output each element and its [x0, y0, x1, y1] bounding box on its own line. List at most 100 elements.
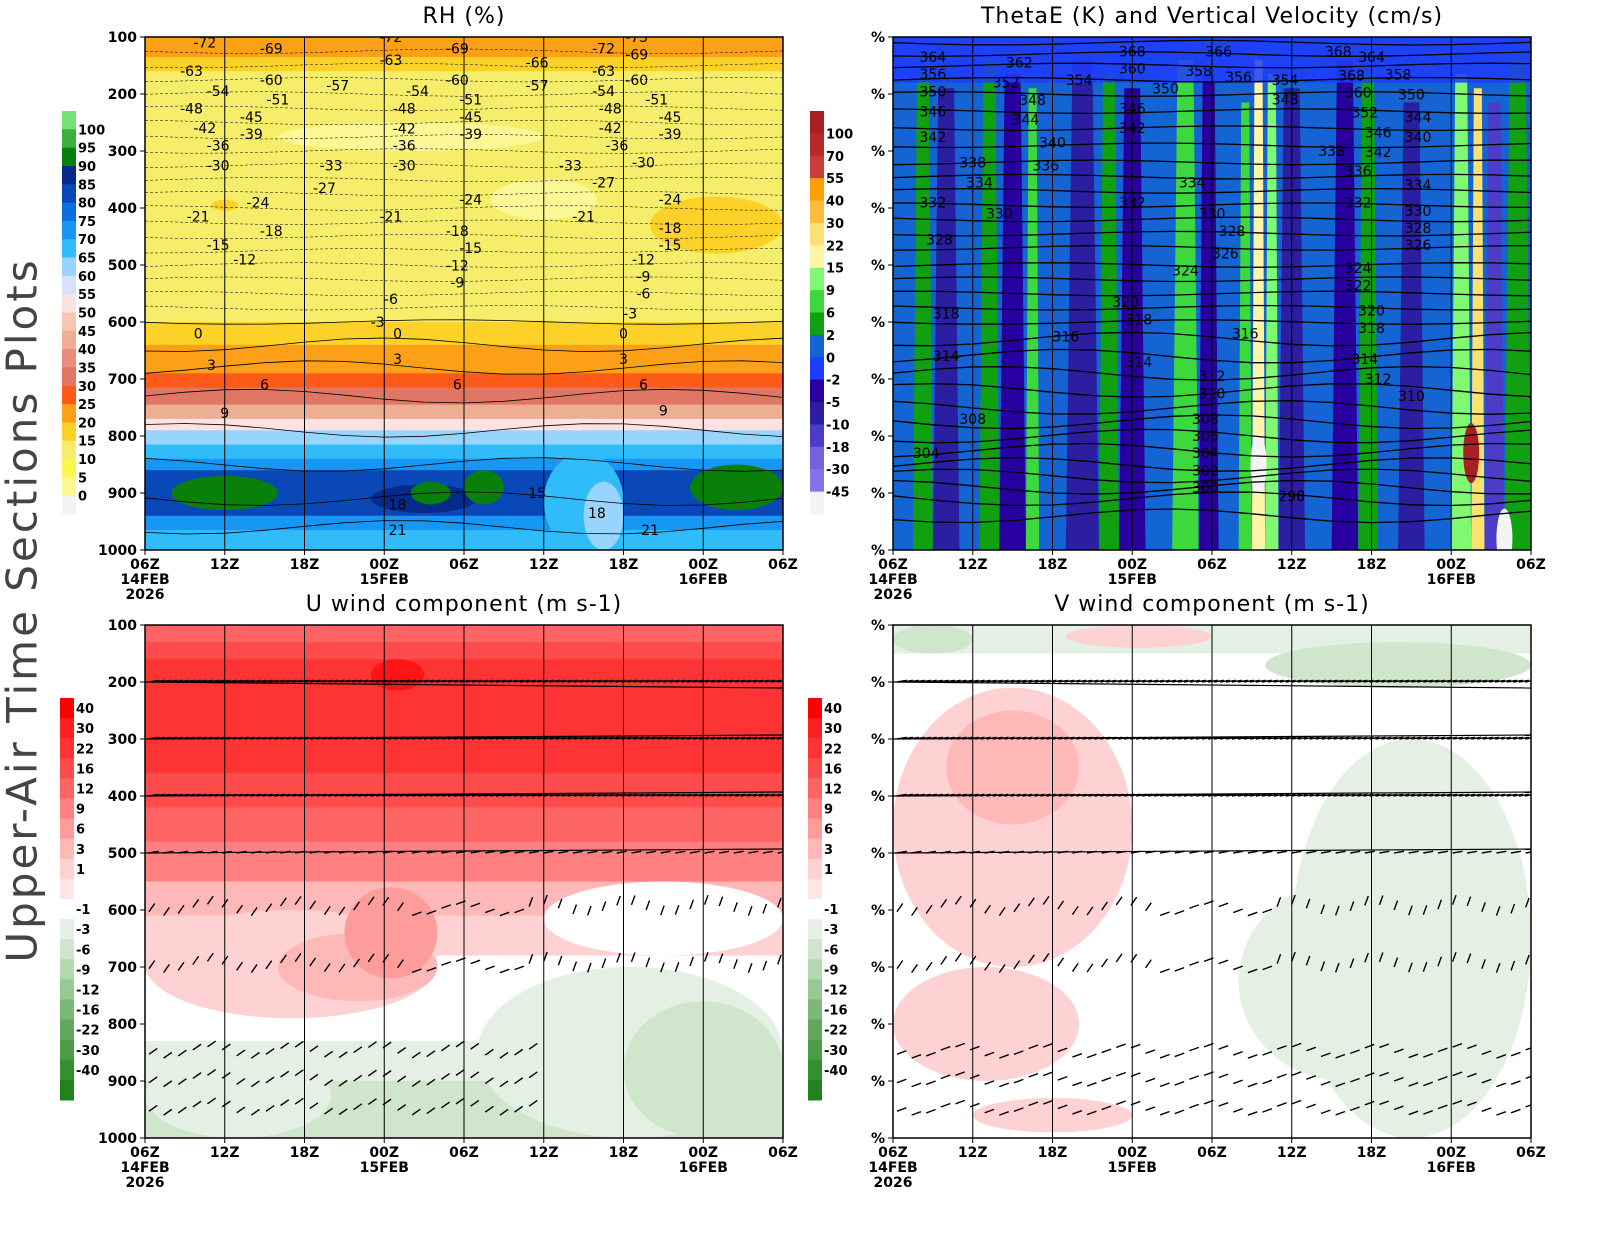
wind-barb [1405, 793, 1416, 797]
contour-label: 334 [1179, 175, 1206, 191]
wind-barb [1028, 1044, 1039, 1050]
wind-barb [999, 1111, 1009, 1116]
wind-barb [353, 1046, 363, 1054]
colorbar-swatch [808, 858, 822, 880]
colorbar-label: -16 [76, 1004, 100, 1019]
colorbar-label: 40 [826, 195, 844, 210]
wind-barb [1483, 679, 1494, 683]
wind-barb [1408, 1110, 1419, 1116]
wind-barb [543, 894, 548, 905]
wind-barb [1435, 736, 1446, 740]
wind-barb [484, 1105, 494, 1113]
wind-barb [531, 736, 542, 740]
wind-barb [1429, 736, 1440, 740]
wind-barb [555, 679, 566, 683]
wind-barb [1381, 793, 1392, 797]
contour-label: 366 [1205, 44, 1232, 60]
wind-barb [1379, 850, 1390, 854]
wind-barb [954, 895, 962, 905]
wind-barb [1466, 1101, 1477, 1107]
contour-line [145, 77, 783, 83]
colorbar-label: 50 [78, 307, 96, 322]
wind-barb [746, 793, 758, 797]
wind-barb [250, 1080, 260, 1088]
wind-barb [1277, 850, 1288, 854]
wind-barb [669, 679, 680, 683]
contour-label: 330 [986, 207, 1013, 223]
wind-barb [585, 793, 596, 797]
wind-barb [1076, 679, 1087, 683]
wind-barb [1057, 957, 1065, 967]
contour-label: 316 [1052, 329, 1079, 345]
wind-barb [459, 679, 470, 683]
wind-barb [1267, 736, 1278, 740]
colorbar-swatch [810, 267, 824, 291]
wind-barb [735, 736, 746, 740]
wind-barb [1276, 1073, 1287, 1079]
velocity-core [1250, 434, 1267, 495]
wind-barb [1345, 736, 1356, 740]
plot-area [893, 625, 1531, 1138]
wind-barb [441, 1044, 450, 1052]
x-tick-label: 12Z [1277, 1145, 1307, 1161]
wind-barb [718, 896, 724, 907]
wind-barb [555, 793, 566, 797]
wind-barb [411, 968, 422, 974]
velocity-column [959, 102, 980, 550]
wind-barb [1233, 908, 1243, 914]
wind-barb [660, 962, 665, 973]
wind-barb [549, 793, 560, 797]
wind-barb [1375, 793, 1386, 797]
colorbar-label: -12 [76, 983, 100, 998]
wind-barb [370, 679, 381, 683]
wind-barb [232, 679, 243, 683]
wind-barb [1349, 958, 1355, 969]
velocity-column [1484, 102, 1505, 550]
wind-barb [1495, 905, 1501, 916]
wind-barb [294, 1097, 304, 1105]
colorbar-swatch [62, 275, 76, 295]
wind-barb [1145, 1049, 1156, 1055]
contour-label: -72 [193, 36, 216, 52]
wind-barb [178, 679, 189, 683]
fill-patch [689, 464, 783, 511]
colorbar-label: -30 [826, 463, 850, 478]
contour-label: 308 [1192, 412, 1219, 428]
wind-barb [1423, 1110, 1433, 1115]
wind-barb [1381, 679, 1392, 683]
colorbar-label: 60 [78, 270, 96, 285]
velocity-column [1305, 102, 1332, 550]
panel-1: -72 -69-63-54-60-48-51-57-45-42 -39-36-30-… [62, 4, 798, 603]
wind-barb [499, 1080, 509, 1088]
wind-barb [1237, 793, 1248, 797]
wind-barb [192, 898, 200, 908]
x-tick-year: 2026 [874, 1175, 913, 1191]
wind-barb [1233, 850, 1244, 854]
wind-barb [723, 679, 734, 683]
wind-barb [1309, 736, 1320, 740]
wind-barb [1496, 850, 1507, 854]
wind-barb [633, 793, 644, 797]
wind-barb [597, 679, 608, 683]
wind-barb [250, 1051, 260, 1059]
wind-barb [265, 960, 273, 970]
wind-barb [1423, 850, 1434, 854]
contour-label: -57 [526, 78, 549, 94]
colorbar-label: 40 [78, 343, 96, 358]
colorbar-label: 0 [78, 490, 87, 505]
wind-barb [1086, 1082, 1097, 1087]
y-tick-label: % [871, 1131, 885, 1147]
contour-label: 336 [1032, 158, 1059, 174]
wind-barb [747, 905, 753, 916]
wind-barb [1057, 1104, 1068, 1110]
wind-barb [896, 1050, 907, 1055]
contour-label: 356 [1225, 70, 1252, 86]
wind-barb [1305, 955, 1311, 966]
colorbar-label: -30 [824, 1044, 848, 1059]
colorbar-label: 9 [76, 803, 85, 818]
wind-barb [1262, 1079, 1273, 1085]
contour-label: 346 [920, 104, 947, 120]
wind-barb [1441, 679, 1452, 683]
wind-barb [1525, 897, 1530, 908]
wind-barb [627, 736, 638, 740]
